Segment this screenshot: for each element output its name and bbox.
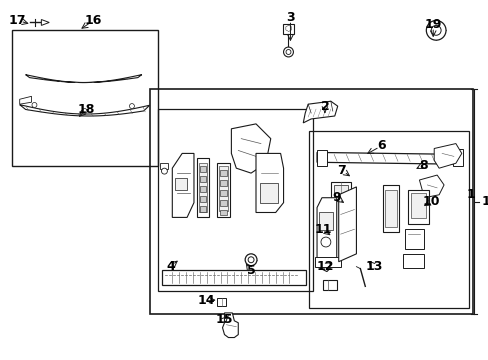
Text: 13: 13: [365, 260, 382, 273]
Circle shape: [283, 47, 293, 57]
Text: 8: 8: [418, 159, 427, 172]
Text: ⬡: ⬡: [284, 24, 291, 33]
Polygon shape: [222, 313, 238, 338]
Bar: [200, 166, 205, 172]
Bar: [318, 212, 332, 230]
Circle shape: [247, 257, 253, 263]
Text: 5: 5: [246, 264, 255, 277]
Text: 1: 1: [481, 195, 488, 208]
Text: 1: 1: [466, 188, 474, 201]
Bar: [216, 163, 230, 217]
Bar: [322, 280, 336, 290]
Circle shape: [161, 168, 167, 174]
Bar: [175, 178, 187, 190]
Bar: [219, 170, 227, 176]
Text: 11: 11: [314, 223, 331, 236]
Text: 12: 12: [316, 260, 333, 273]
Polygon shape: [316, 152, 460, 164]
Bar: [200, 206, 205, 212]
Bar: [402, 254, 424, 267]
Circle shape: [426, 21, 445, 40]
Bar: [314, 257, 340, 267]
Bar: [157, 109, 312, 291]
Polygon shape: [303, 101, 337, 123]
Circle shape: [129, 104, 134, 108]
Text: 15: 15: [215, 313, 233, 326]
Polygon shape: [433, 144, 461, 168]
Bar: [218, 166, 228, 211]
Text: 17: 17: [9, 14, 26, 27]
Text: 18: 18: [78, 103, 95, 116]
Circle shape: [320, 237, 330, 247]
Bar: [404, 229, 424, 249]
Circle shape: [430, 26, 440, 35]
Text: 3: 3: [285, 11, 294, 24]
Polygon shape: [338, 187, 356, 262]
Bar: [199, 163, 206, 212]
Bar: [200, 186, 205, 192]
Text: 10: 10: [422, 195, 439, 208]
Bar: [219, 190, 227, 196]
Bar: [149, 89, 471, 314]
Bar: [260, 183, 277, 203]
Bar: [333, 185, 347, 197]
Polygon shape: [256, 153, 283, 212]
Bar: [407, 190, 428, 224]
Bar: [197, 158, 208, 217]
Circle shape: [32, 103, 37, 107]
Text: 2: 2: [320, 100, 328, 113]
Polygon shape: [419, 175, 443, 198]
Bar: [282, 24, 294, 34]
Text: 6: 6: [377, 139, 386, 152]
Polygon shape: [25, 75, 142, 82]
Text: 19: 19: [424, 18, 441, 31]
Bar: [384, 190, 396, 227]
Bar: [162, 270, 305, 285]
Circle shape: [244, 254, 257, 266]
Bar: [200, 196, 205, 202]
Text: 14: 14: [198, 294, 215, 307]
Polygon shape: [231, 124, 270, 173]
Bar: [12, 30, 157, 166]
Bar: [330, 182, 350, 200]
Polygon shape: [172, 153, 194, 217]
Bar: [160, 163, 168, 169]
Bar: [316, 150, 326, 166]
Text: 4: 4: [165, 260, 174, 273]
Bar: [452, 149, 462, 166]
Bar: [200, 176, 205, 182]
Polygon shape: [20, 96, 31, 104]
Bar: [219, 180, 227, 186]
Text: 16: 16: [85, 14, 102, 27]
Polygon shape: [316, 198, 336, 271]
Bar: [216, 298, 226, 306]
Bar: [219, 200, 227, 206]
Bar: [382, 185, 398, 232]
Bar: [410, 193, 426, 219]
Polygon shape: [20, 105, 149, 116]
Circle shape: [82, 109, 87, 113]
Text: 9: 9: [332, 191, 340, 204]
Bar: [308, 131, 468, 308]
Circle shape: [285, 50, 290, 54]
Bar: [219, 210, 227, 215]
Text: 7: 7: [337, 164, 346, 177]
Polygon shape: [41, 19, 49, 26]
